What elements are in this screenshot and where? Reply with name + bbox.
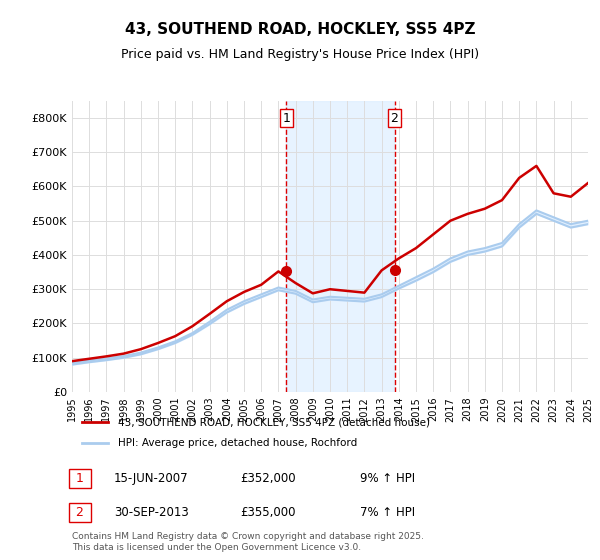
Text: £352,000: £352,000 bbox=[240, 472, 296, 486]
Text: 43, SOUTHEND ROAD, HOCKLEY, SS5 4PZ: 43, SOUTHEND ROAD, HOCKLEY, SS5 4PZ bbox=[125, 22, 475, 38]
Text: Contains HM Land Registry data © Crown copyright and database right 2025.
This d: Contains HM Land Registry data © Crown c… bbox=[72, 532, 424, 552]
Text: 30-SEP-2013: 30-SEP-2013 bbox=[114, 506, 189, 519]
Text: £355,000: £355,000 bbox=[240, 506, 296, 519]
Text: HPI: Average price, detached house, Rochford: HPI: Average price, detached house, Roch… bbox=[118, 438, 358, 448]
Text: 2: 2 bbox=[72, 506, 88, 519]
Text: 1: 1 bbox=[72, 472, 88, 486]
Bar bbox=[286, 101, 394, 392]
Text: Price paid vs. HM Land Registry's House Price Index (HPI): Price paid vs. HM Land Registry's House … bbox=[121, 48, 479, 60]
Text: 43, SOUTHEND ROAD, HOCKLEY, SS5 4PZ (detached house): 43, SOUTHEND ROAD, HOCKLEY, SS5 4PZ (det… bbox=[118, 417, 430, 427]
Text: 7% ↑ HPI: 7% ↑ HPI bbox=[360, 506, 415, 519]
Text: 1: 1 bbox=[282, 112, 290, 125]
Text: 15-JUN-2007: 15-JUN-2007 bbox=[114, 472, 188, 486]
Text: 2: 2 bbox=[391, 112, 398, 125]
Text: 9% ↑ HPI: 9% ↑ HPI bbox=[360, 472, 415, 486]
